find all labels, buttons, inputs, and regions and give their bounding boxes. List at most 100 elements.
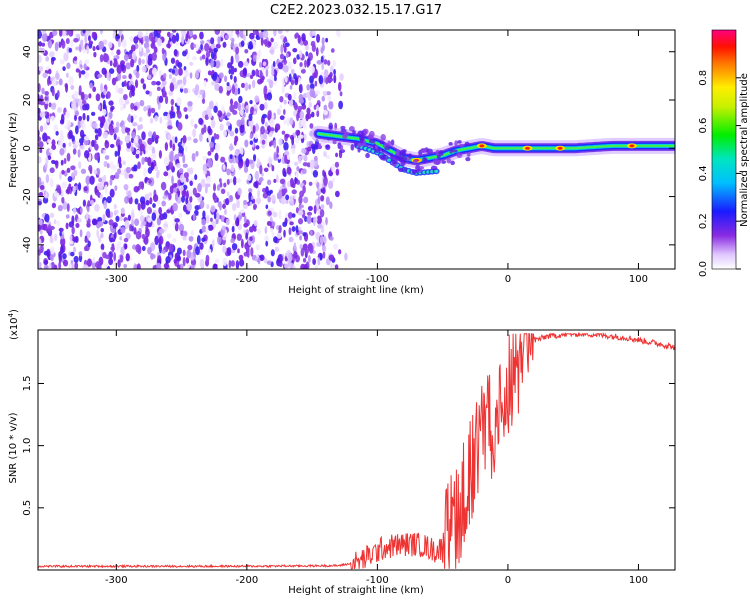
signal-scatter xyxy=(446,157,451,164)
noise-speckle xyxy=(229,143,233,152)
noise-speckle xyxy=(261,66,265,72)
noise-speckle xyxy=(177,122,183,131)
noise-speckle xyxy=(308,244,314,254)
noise-speckle xyxy=(172,221,176,227)
noise-speckle xyxy=(102,213,106,223)
noise-speckle xyxy=(312,258,316,266)
noise-speckle xyxy=(249,106,255,116)
noise-speckle xyxy=(290,79,295,86)
noise-speckle xyxy=(230,65,235,75)
noise-speckle xyxy=(299,62,303,67)
noise-speckle xyxy=(122,161,126,166)
spectrogram-x-tick-label: 100 xyxy=(629,274,648,285)
noise-speckle xyxy=(113,203,117,210)
noise-speckle xyxy=(133,185,140,193)
noise-speckle xyxy=(270,127,275,132)
noise-speckle xyxy=(60,237,66,247)
noise-speckle xyxy=(141,59,145,65)
noise-speckle xyxy=(124,196,129,204)
noise-speckle xyxy=(139,143,145,152)
noise-speckle xyxy=(238,146,244,156)
noise-speckle xyxy=(98,235,102,243)
noise-speckle xyxy=(271,232,275,238)
noise-speckle xyxy=(252,154,257,162)
noise-speckle xyxy=(70,39,74,48)
noise-speckle xyxy=(210,58,215,68)
noise-speckle xyxy=(245,108,249,113)
noise-speckle xyxy=(75,110,79,117)
noise-speckle xyxy=(75,46,80,51)
noise-speckle xyxy=(60,245,64,255)
noise-speckle xyxy=(100,243,105,251)
noise-speckle xyxy=(188,167,194,175)
noise-speckle xyxy=(53,233,58,242)
noise-speckle xyxy=(235,148,241,156)
noise-speckle xyxy=(302,232,307,237)
noise-speckle xyxy=(279,178,285,185)
noise-speckle xyxy=(87,240,91,248)
noise-speckle xyxy=(270,37,274,43)
noise-speckle xyxy=(261,139,266,145)
noise-speckle xyxy=(174,136,178,144)
noise-speckle xyxy=(154,165,159,172)
noise-speckle xyxy=(114,150,118,157)
noise-speckle xyxy=(188,235,194,242)
noise-speckle xyxy=(320,204,325,210)
noise-speckle xyxy=(325,155,331,160)
noise-speckle xyxy=(284,133,290,138)
noise-speckle xyxy=(71,226,75,235)
spectrogram-y-tick-label: -20 xyxy=(22,188,33,204)
noise-speckle xyxy=(333,243,339,250)
noise-speckle xyxy=(252,54,257,62)
noise-speckle xyxy=(325,37,329,43)
noise-speckle xyxy=(146,206,153,215)
noise-speckle xyxy=(336,30,339,37)
noise-speckle xyxy=(123,237,129,243)
noise-speckle xyxy=(71,172,75,178)
noise-speckle xyxy=(274,123,281,131)
noise-speckle xyxy=(120,106,124,112)
noise-speckle xyxy=(85,30,91,37)
noise-speckle xyxy=(227,62,233,69)
noise-speckle xyxy=(83,245,88,252)
noise-speckle xyxy=(66,72,69,78)
noise-speckle xyxy=(92,46,96,52)
noise-speckle xyxy=(75,222,80,228)
snr-x-tick-label: -300 xyxy=(105,575,128,586)
noise-speckle xyxy=(73,255,79,263)
noise-speckle xyxy=(59,119,65,125)
noise-speckle xyxy=(124,127,129,133)
noise-speckle xyxy=(277,254,283,264)
noise-speckle xyxy=(62,66,66,72)
noise-speckle xyxy=(230,41,235,48)
noise-speckle xyxy=(154,235,159,246)
noise-speckle xyxy=(226,168,231,176)
noise-speckle xyxy=(224,75,228,83)
spectrogram-y-tick-label: -40 xyxy=(22,237,33,253)
signal-scatter xyxy=(350,143,355,151)
noise-speckle xyxy=(114,185,118,191)
noise-speckle xyxy=(276,108,281,115)
signal-scatter xyxy=(381,148,385,153)
noise-speckle xyxy=(142,83,147,90)
noise-speckle xyxy=(103,121,109,131)
noise-speckle xyxy=(178,185,184,192)
noise-speckle xyxy=(205,50,211,58)
noise-speckle xyxy=(61,40,66,49)
noise-speckle xyxy=(141,220,146,226)
noise-speckle xyxy=(165,189,169,196)
noise-speckle xyxy=(83,186,88,192)
noise-speckle xyxy=(295,171,299,179)
noise-speckle xyxy=(190,118,195,128)
noise-speckle xyxy=(62,259,69,267)
noise-speckle xyxy=(240,209,245,214)
signal-scatter xyxy=(450,160,455,166)
noise-speckle xyxy=(92,86,97,93)
noise-speckle xyxy=(66,167,71,173)
signal-scatter xyxy=(338,149,346,154)
noise-speckle xyxy=(71,135,75,142)
noise-speckle xyxy=(83,63,87,70)
noise-speckle xyxy=(145,224,149,233)
noise-speckle xyxy=(295,225,299,233)
